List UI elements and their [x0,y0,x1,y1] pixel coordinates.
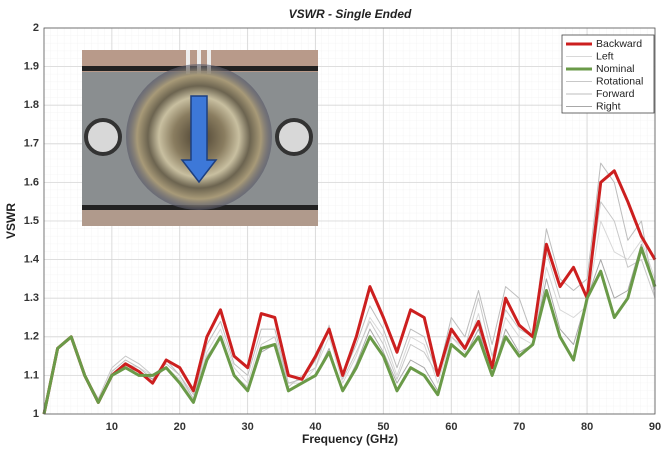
lines [42,162,657,415]
y-tick-label: 1.1 [24,369,39,381]
y-tick-label: 1.5 [24,215,39,227]
x-axis-label: Frequency (GHz) [302,432,398,446]
y-tick-label: 1.2 [24,331,39,343]
photo-bottom [82,205,318,226]
y-tick-label: 1.4 [24,254,40,266]
legend-entries: BackwardLeftNominalRotationalForwardRigh… [566,38,643,112]
x-tick-label: 90 [649,421,661,433]
y-tick-label: 1.8 [24,99,39,111]
arrow [180,95,218,184]
x-tick-label: 80 [581,421,593,433]
x-tick-label: 60 [445,421,457,433]
photo-hole [84,118,122,156]
inset-photo [82,50,318,226]
y-axis-label: VSWR [4,203,18,239]
legend [561,34,655,114]
y-tick-label: 1.6 [24,176,39,188]
x-tick-label: 20 [174,421,186,433]
y-tick-label: 1.9 [24,61,39,73]
series-line [43,201,656,415]
photo-pin [197,50,201,74]
legend-label: Rotational [596,75,643,87]
series-line [42,246,657,415]
photo-pin [186,50,190,74]
x-tick-label: 30 [242,421,254,433]
legend-label: Backward [596,38,642,50]
legend-label: Forward [596,88,635,100]
x-tick-label: 50 [377,421,389,433]
x-tick-label: 70 [513,421,525,433]
series-line [43,220,656,415]
y-tick-label: 1 [33,408,39,420]
y-tick-label: 1.3 [24,292,39,304]
chart-title: VSWR - Single Ended [289,7,412,21]
series-line [42,169,657,415]
legend-label: Right [596,100,621,112]
y-tick-label: 2 [33,22,39,34]
plot-frame [43,27,656,415]
x-tick-label: 10 [106,421,118,433]
photo-hole [275,118,313,156]
photo-pin [207,50,211,74]
legend-label: Nominal [596,63,635,75]
x-tick-label: 40 [309,421,321,433]
y-tick-label: 1.7 [24,138,39,150]
legend-label: Left [596,50,614,62]
